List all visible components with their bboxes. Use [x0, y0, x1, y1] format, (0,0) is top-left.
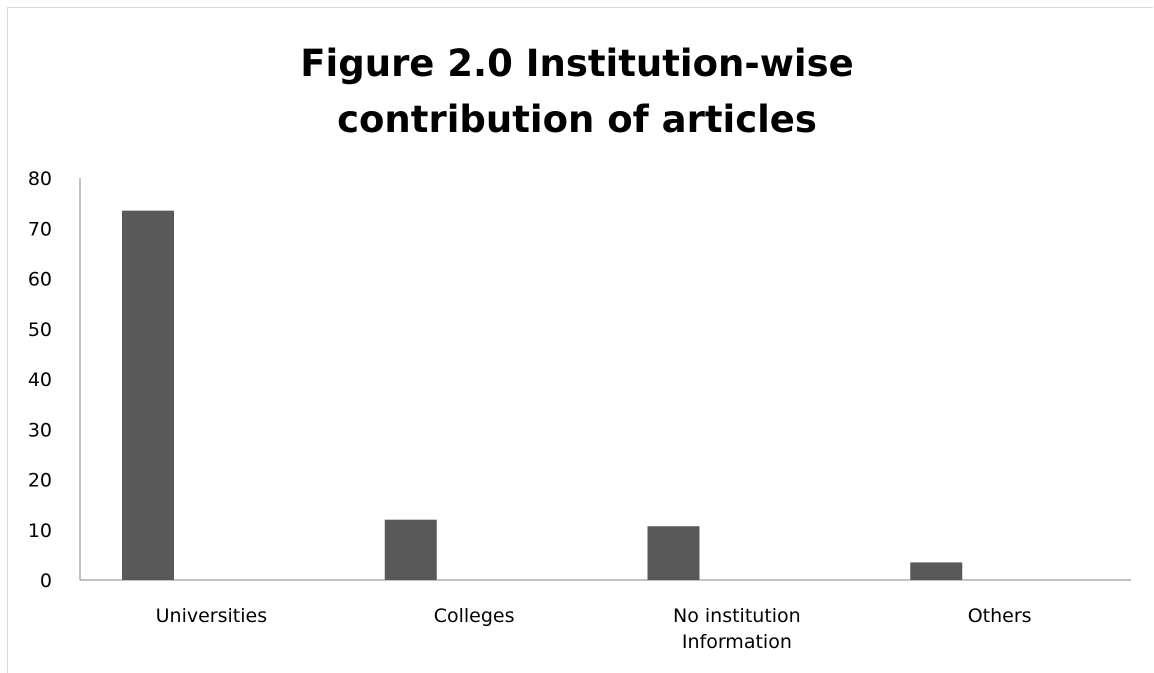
x-category-label: Colleges — [434, 605, 515, 627]
axes — [79, 178, 1131, 581]
y-tick-labels: 0 10 20 30 40 50 60 70 80 — [28, 168, 52, 592]
bar — [647, 526, 700, 580]
bar — [384, 519, 437, 580]
x-category-label: Universities — [156, 605, 267, 627]
x-category-label: Others — [968, 605, 1032, 627]
y-tick-label: 10 — [28, 520, 52, 542]
bar — [910, 562, 963, 580]
x-category-label: No institution Information — [673, 605, 801, 653]
y-tick-label: 70 — [28, 218, 52, 240]
x-category-labels: Universities Colleges No institution Inform… — [156, 605, 1032, 653]
y-tick-label: 0 — [40, 570, 52, 592]
bar — [122, 210, 174, 580]
chart-title: Figure 2.0 Institution-wise contribution… — [300, 42, 854, 141]
chart-frame — [7, 7, 1153, 673]
bars — [122, 210, 963, 580]
y-tick-label: 50 — [28, 319, 52, 341]
y-tick-label: 60 — [28, 269, 52, 291]
y-tick-label: 30 — [28, 419, 52, 441]
y-tick-label: 40 — [28, 369, 52, 391]
y-tick-label: 20 — [28, 470, 52, 492]
y-tick-label: 80 — [28, 168, 52, 190]
